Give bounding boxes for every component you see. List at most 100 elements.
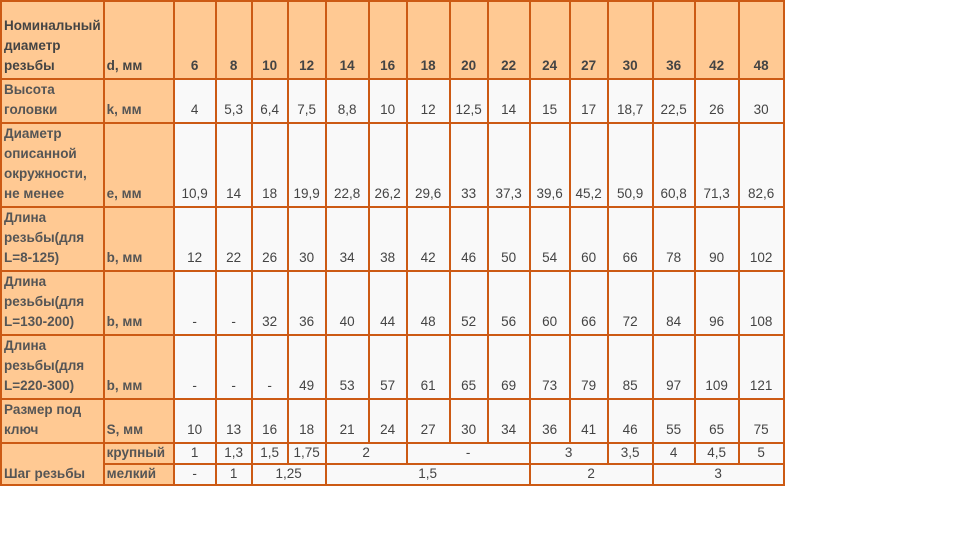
table-cell: 45,2: [568, 122, 609, 208]
table-cell: 39,6: [528, 122, 571, 208]
unit-label: b, мм: [102, 270, 175, 336]
table-cell: 36: [528, 398, 571, 444]
table-cell: 46: [448, 206, 489, 272]
table-row: Высота головки k, мм 4 5,3 6,4 7,5 8,8 10 12 12,5…: [0, 78, 785, 124]
diameter-header-cell: 16: [367, 0, 408, 80]
table-cell: 26: [693, 78, 740, 124]
unit-label: b, мм: [102, 334, 175, 400]
table-cell: 2: [324, 442, 408, 465]
row-label: Номинальный диаметр резьбы: [0, 0, 105, 80]
row-label: Длина резьбы(для L=130-200): [0, 270, 105, 336]
table-cell: 13: [214, 398, 253, 444]
table-cell: 10: [367, 78, 408, 124]
table-cell: 33: [448, 122, 489, 208]
table-cell: 26: [250, 206, 289, 272]
table-cell: 72: [606, 270, 654, 336]
table-cell: -: [405, 442, 531, 465]
table-cell: 15: [528, 78, 571, 124]
table-row: Размер под ключ S, мм 10 13 16 18 21 24 27 30 34 36…: [0, 398, 785, 444]
table-cell: -: [172, 463, 217, 486]
table-cell: 102: [737, 206, 785, 272]
table-cell: 22: [214, 206, 253, 272]
table-cell: 61: [405, 334, 451, 400]
table-cell: 2: [528, 463, 654, 486]
pitch-row-coarse: Шаг резьбы крупный 1 1,3 1,5 1,75 2-3 3,5 4 4,5 5: [0, 442, 785, 486]
table-cell: 44: [367, 270, 408, 336]
table-cell: 1: [172, 442, 217, 465]
table-cell: 22,5: [651, 78, 696, 124]
table-cell: 90: [693, 206, 740, 272]
table-cell: 34: [324, 206, 370, 272]
table-cell: 3: [528, 442, 609, 465]
table-cell: -: [214, 334, 253, 400]
row-label: Диаметр описанной окружности, не менее: [0, 122, 105, 208]
table-cell: 27: [405, 398, 451, 444]
diameter-header-cell: 42: [693, 0, 740, 80]
table-cell: 14: [486, 78, 531, 124]
table-cell: 34: [486, 398, 531, 444]
table-cell: -: [214, 270, 253, 336]
table-cell: 38: [367, 206, 408, 272]
table-row: Длина резьбы(для L=130-200) b, мм - -32 36 40…: [0, 270, 785, 336]
unit-label: S, мм: [102, 398, 175, 444]
table-cell: 69: [486, 334, 531, 400]
table-cell: 96: [693, 270, 740, 336]
table-cell: -: [172, 334, 217, 400]
table-cell: 21: [324, 398, 370, 444]
table-cell: 54: [528, 206, 571, 272]
diameter-header-cell: 12: [286, 0, 327, 80]
table-cell: 18: [250, 122, 289, 208]
table-row: Диаметр описанной окружности, не менее e,…: [0, 122, 785, 208]
table-cell: 4: [172, 78, 217, 124]
table-cell: 18,7: [606, 78, 654, 124]
table-cell: 30: [448, 398, 489, 444]
table-cell: 82,6: [737, 122, 785, 208]
table-cell: 3: [651, 463, 785, 486]
row-label: Шаг резьбы: [0, 442, 105, 486]
table-cell: 12: [172, 206, 217, 272]
table-cell: 60,8: [651, 122, 696, 208]
table-cell: 18: [286, 398, 327, 444]
table-cell: 1,75: [286, 442, 327, 465]
table-cell: 48: [405, 270, 451, 336]
diameter-header-cell: 18: [405, 0, 451, 80]
unit-label: мелкий: [102, 463, 175, 486]
unit-label: e, мм: [102, 122, 175, 208]
table-cell: 65: [448, 334, 489, 400]
diameter-header-cell: 22: [486, 0, 531, 80]
table-cell: 97: [651, 334, 696, 400]
table-cell: 5,3: [214, 78, 253, 124]
table-cell: 73: [528, 334, 571, 400]
table-cell: 1,25: [250, 463, 327, 486]
table-cell: 78: [651, 206, 696, 272]
diameter-header-cell: 27: [568, 0, 609, 80]
table-cell: 37,3: [486, 122, 531, 208]
diameter-header-cell: 8: [214, 0, 253, 80]
row-label: Длина резьбы(для L=8-125): [0, 206, 105, 272]
table-cell: 10: [172, 398, 217, 444]
diameter-header-cell: 10: [250, 0, 289, 80]
table-cell: 55: [651, 398, 696, 444]
table-cell: 36: [286, 270, 327, 336]
table-cell: 49: [286, 334, 327, 400]
table-cell: 50: [486, 206, 531, 272]
table-cell: 12,5: [448, 78, 489, 124]
table-cell: 10,9: [172, 122, 217, 208]
table-cell: 41: [568, 398, 609, 444]
table-cell: 85: [606, 334, 654, 400]
table-cell: 71,3: [693, 122, 740, 208]
table-cell: 46: [606, 398, 654, 444]
table-cell: 1,3: [214, 442, 253, 465]
table-cell: 29,6: [405, 122, 451, 208]
table-cell: 4,5: [693, 442, 740, 465]
table-cell: 40: [324, 270, 370, 336]
table-cell: 19,9: [286, 122, 327, 208]
table-cell: 42: [405, 206, 451, 272]
bolt-dimensions-table: Номинальный диаметр резьбы d, мм 6 8 10 12 14 1…: [0, 0, 785, 486]
table-cell: 14: [214, 122, 253, 208]
table-cell: 24: [367, 398, 408, 444]
diameter-header-cell: 48: [737, 0, 785, 80]
unit-label: d, мм: [102, 0, 175, 80]
header-row: Номинальный диаметр резьбы d, мм 6 8 10 12 14 1…: [0, 0, 785, 80]
table-cell: 66: [568, 270, 609, 336]
